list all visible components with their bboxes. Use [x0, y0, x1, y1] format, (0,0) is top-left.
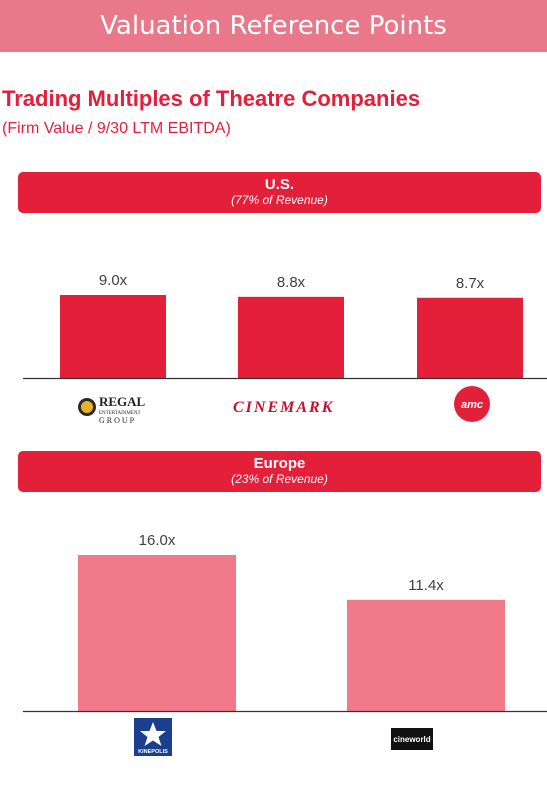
regal-logo-line2: ENTERTAINMENT: [99, 411, 141, 416]
kinepolis-logo: KINEPOLIS: [134, 718, 172, 756]
europe-region-header: Europe (23% of Revenue): [18, 451, 541, 492]
europe-multiples-chart: 16.0x 11.4x: [23, 532, 547, 713]
us-region-header: U.S. (77% of Revenue): [18, 172, 541, 213]
regal-logo-line3: GROUP: [99, 416, 136, 425]
europe-bar-cineworld: [347, 599, 505, 711]
us-multiples-chart: 9.0x 8.8x 8.7x: [23, 272, 547, 380]
title-banner: Valuation Reference Points: [0, 0, 547, 52]
regal-logo: REGAL ENTERTAINMENT GROUP: [77, 392, 157, 426]
cineworld-logo: cineworld: [391, 728, 433, 750]
europe-bar-kinepolis: [78, 555, 236, 711]
us-region-name: U.S.: [264, 176, 295, 193]
us-bar-amc: [417, 297, 523, 378]
cinemark-logo: CINEMARK: [233, 396, 357, 418]
section-heading: Trading Multiples of Theatre Companies: [2, 86, 421, 111]
us-revenue-share: (77% of Revenue): [231, 193, 328, 207]
section-subheading: (Firm Value / 9/30 LTM EBITDA): [2, 120, 231, 137]
us-bar-regal-entertainment-group: [60, 295, 166, 378]
amc-logo: amc: [450, 384, 494, 428]
europe-value-label-cineworld: 11.4x: [408, 577, 444, 594]
europe-revenue-share: (23% of Revenue): [231, 472, 328, 486]
europe-region-name: Europe: [253, 455, 306, 472]
us-bar-cinemark: [238, 296, 344, 378]
kinepolis-logo-text: KINEPOLIS: [138, 749, 168, 755]
cinemark-logo-text: CINEMARK: [233, 399, 334, 416]
us-value-label-cinemark: 8.8x: [277, 274, 306, 291]
europe-value-label-kinepolis: 16.0x: [139, 532, 176, 549]
us-value-label-amc: 8.7x: [456, 275, 485, 292]
amc-logo-text: amc: [461, 399, 483, 411]
page-title: Valuation Reference Points: [100, 11, 447, 41]
regal-logo-line1: REGAL: [99, 394, 146, 409]
us-value-label-regal-entertainment-group: 9.0x: [99, 272, 128, 289]
cineworld-logo-text: cineworld: [393, 735, 430, 744]
